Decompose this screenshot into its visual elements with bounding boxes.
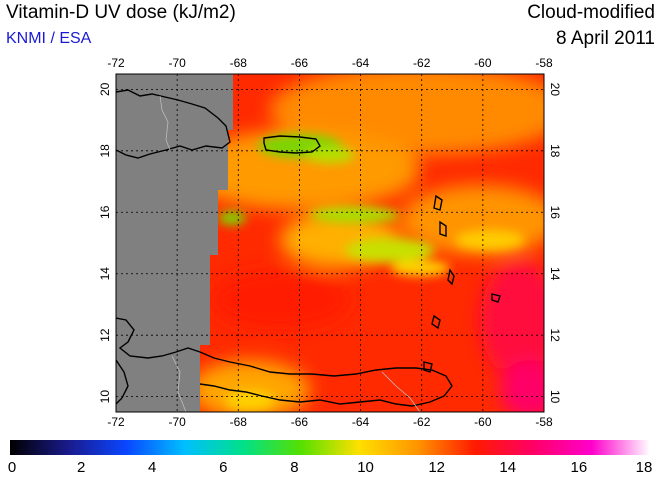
colorbar-tick-label: 16 — [570, 459, 588, 476]
lat-tick-label-left: 16 — [98, 205, 112, 219]
colorbar-tick-label: 8 — [290, 459, 299, 476]
lon-tick-label-bottom: -70 — [168, 415, 186, 429]
lon-tick-label-top: -60 — [474, 56, 492, 70]
borders — [159, 95, 421, 412]
lon-tick-label-bottom: -60 — [474, 415, 492, 429]
coastlines — [116, 89, 501, 407]
lat-tick-label-right: 12 — [548, 329, 562, 343]
lat-tick-label-right: 18 — [548, 144, 562, 158]
lon-tick-label-top: -58 — [535, 56, 553, 70]
lon-tick-label-top: -70 — [168, 56, 186, 70]
lat-tick-label-left: 12 — [98, 328, 112, 342]
colorbar-tick-label: 0 — [7, 459, 17, 476]
colorbar-tick-label: 12 — [428, 459, 445, 476]
lat-tick-label-left: 10 — [98, 390, 112, 404]
lon-tick-label-bottom: -62 — [413, 415, 431, 429]
lon-tick-label-top: -64 — [352, 56, 370, 70]
lon-tick-label-bottom: -66 — [291, 415, 309, 429]
lon-tick-label-top: -68 — [230, 56, 248, 70]
lat-tick-label-left: 18 — [98, 144, 112, 158]
lon-tick-label-top: -66 — [291, 56, 309, 70]
uv-dose-map: -72 -72 -70 -70 -68 -68 -66 -66 -64 -64 -62 -62 -60 -… — [98, 56, 562, 429]
credit-label: KNMI / ESA — [6, 30, 92, 47]
colorbar — [10, 440, 650, 455]
map-title: Vitamin-D UV dose (kJ/m2) — [6, 2, 236, 23]
colorbar-tick-label: 6 — [219, 459, 228, 476]
colorbar-tick-label: 2 — [76, 459, 86, 476]
lat-tick-label-left: 20 — [98, 82, 112, 96]
graticule — [116, 74, 544, 412]
colorbar-tick-label: 10 — [357, 459, 374, 476]
date-label: 8 April 2011 — [556, 28, 655, 49]
lat-tick-label-right: 14 — [548, 267, 562, 281]
axis-labels: -72 -72 -70 -70 -68 -68 -66 -66 -64 -64 -62 -62 -60 -… — [98, 56, 562, 429]
lon-tick-label-bottom: -64 — [352, 415, 370, 429]
lon-tick-label-top: -62 — [413, 56, 431, 70]
lon-tick-label-bottom: -72 — [107, 415, 125, 429]
map-frame — [115, 73, 545, 413]
lat-tick-label-left: 14 — [98, 267, 112, 281]
mode-label: Cloud-modified — [527, 2, 655, 23]
lat-tick-label-right: 10 — [548, 390, 562, 404]
colorbar-tick-label: 4 — [148, 459, 157, 476]
lon-tick-label-bottom: -68 — [230, 415, 248, 429]
no-data-region — [116, 74, 233, 412]
colorbar-tick-label: 18 — [635, 459, 653, 476]
dose-field — [116, 74, 544, 412]
lat-tick-label-right: 20 — [548, 83, 562, 97]
colorbar-tick-label: 14 — [499, 459, 517, 476]
lat-tick-label-right: 16 — [548, 206, 562, 220]
lon-tick-label-bottom: -58 — [535, 415, 553, 429]
colorbar-gradient — [10, 440, 650, 455]
lon-tick-label-top: -72 — [107, 56, 125, 70]
